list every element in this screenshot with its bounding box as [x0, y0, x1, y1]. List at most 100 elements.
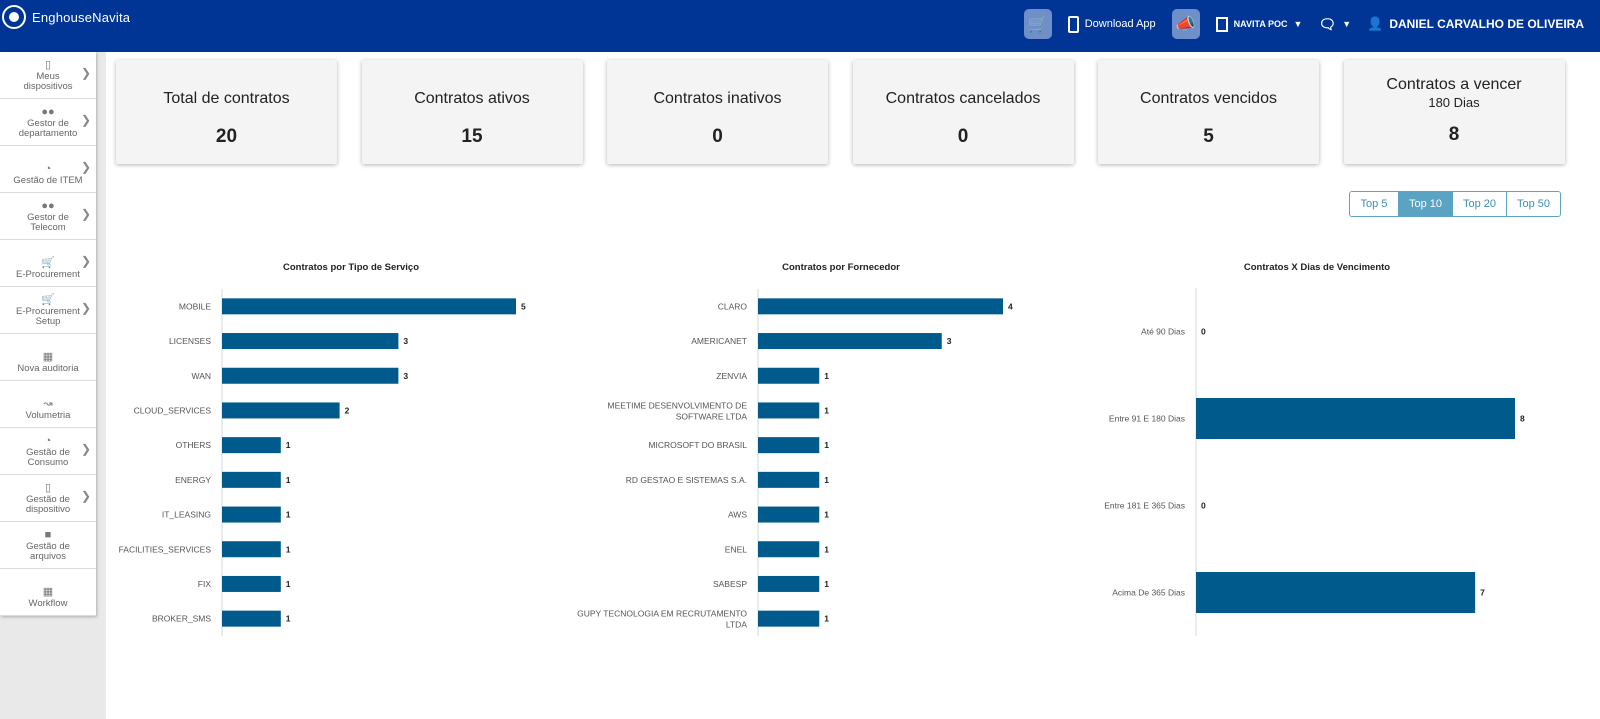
top-filter-option[interactable]: Top 10	[1398, 192, 1452, 216]
bar	[758, 575, 820, 592]
data-label: 3	[947, 336, 952, 346]
sidebar-item[interactable]: ◔ Gestão de Consumo ❯	[0, 428, 96, 475]
data-label: 5	[521, 301, 526, 311]
data-label: 1	[824, 579, 829, 589]
chevron-right-icon: ❯	[80, 254, 91, 268]
sidebar-item-label: Nova auditoria	[17, 363, 79, 374]
data-label: 1	[824, 440, 829, 450]
data-label: 1	[824, 371, 829, 381]
sidebar-item[interactable]: 🛒 E-Procurement Setup ❯	[0, 287, 96, 334]
cart-icon: 🛒	[41, 257, 55, 269]
sidebar-item[interactable]: ●● Gestor de departamento ❯	[0, 99, 96, 146]
caret-down-icon: ▼	[1293, 19, 1303, 29]
data-label: 1	[824, 405, 829, 415]
chevron-right-icon: ❯	[80, 66, 91, 80]
data-label: 1	[824, 544, 829, 554]
phone-icon	[1067, 15, 1079, 33]
sidebar-item[interactable]: ■ Gestão de arquivos	[0, 522, 96, 569]
bar	[758, 402, 820, 419]
data-label: 1	[824, 475, 829, 485]
data-label: 1	[824, 510, 829, 520]
brand-name: EnghouseNavita	[32, 9, 131, 25]
bar	[758, 471, 820, 488]
data-label: 3	[403, 336, 408, 346]
download-app-link[interactable]: Download App	[1067, 15, 1156, 33]
sidebar-item[interactable]: ↝ Volumetria	[0, 381, 96, 428]
category-label: ENERGY	[175, 475, 211, 485]
data-label: 0	[1201, 501, 1206, 511]
sidebar-item-label: Meus dispositivos	[23, 71, 73, 92]
data-label: 1	[286, 510, 291, 520]
sidebar-item[interactable]: 🛒 E-Procurement ❯	[0, 240, 96, 287]
bar	[758, 506, 820, 523]
category-label: Até 90 Dias	[1141, 327, 1185, 337]
chart-title: Contratos por Tipo de Serviço	[283, 262, 419, 273]
bar	[222, 610, 281, 627]
data-label: 2	[345, 405, 350, 415]
sidebar: ▯ Meus dispositivos ❯ ●● Gestor de departame…	[0, 52, 106, 719]
top-bar: EnghouseNavita 🛒 Download App 📣 NAVITA P…	[0, 0, 1600, 52]
sidebar-item[interactable]: ◔ Gestão de ITEM ❯	[0, 146, 96, 193]
cart-gear-icon: 🛒	[41, 294, 55, 306]
category-label: OTHERS	[176, 440, 212, 450]
cart-icon[interactable]: 🛒	[1023, 9, 1052, 39]
sidebar-item[interactable]: ●● Gestor de Telecom ❯	[0, 193, 96, 240]
download-app-label: Download App	[1084, 18, 1156, 30]
data-label: 0	[1201, 327, 1206, 337]
pie-icon: ◔	[44, 163, 52, 175]
bar	[758, 437, 820, 454]
org-dropdown[interactable]: NAVITA POC ▼	[1215, 16, 1303, 32]
category-label: MOBILE	[179, 301, 211, 311]
table-search-icon: ▦	[42, 351, 54, 363]
bar	[222, 471, 281, 488]
card-value: 20	[215, 126, 238, 147]
top-filter-option[interactable]: Top 50	[1506, 192, 1560, 216]
chevron-right-icon: ❯	[80, 207, 91, 221]
chat-dropdown[interactable]: 🗨 ▼	[1318, 16, 1351, 33]
data-label: 1	[286, 440, 291, 450]
megaphone-icon[interactable]: 📣	[1171, 9, 1200, 39]
category-label: MEETIME DESENVOLVIMENTO DE SOFTWARE LTDA	[608, 400, 748, 421]
category-label: AWS	[728, 510, 747, 520]
bar	[1196, 398, 1515, 439]
sidebar-item-label: Volumetria	[25, 410, 71, 421]
category-label: FIX	[198, 579, 212, 589]
top-filter-option[interactable]: Top 20	[1452, 192, 1506, 216]
sidebar-item[interactable]: ▯ Meus dispositivos ❯	[0, 52, 96, 99]
sidebar-item[interactable]: ▦ Workflow	[0, 569, 96, 616]
bar	[758, 333, 942, 350]
card-title: Contratos inativos	[653, 90, 782, 107]
card-value: 5	[1203, 126, 1214, 147]
data-label: 8	[1520, 414, 1525, 424]
brand-logo[interactable]: EnghouseNavita	[0, 0, 130, 34]
pie-icon: ◔	[44, 435, 52, 447]
bar	[758, 541, 820, 558]
sidebar-item-label: Workflow	[28, 598, 68, 609]
sidebar-item-label: Gestor de Telecom	[27, 212, 69, 233]
card-title: Contratos a vencer	[1386, 76, 1522, 93]
chevron-right-icon: ❯	[80, 442, 91, 456]
sidebar-item[interactable]: ▦ Nova auditoria	[0, 334, 96, 381]
summary-card: Contratos vencidos 5	[1098, 60, 1319, 164]
users-icon: ●●	[41, 200, 55, 212]
eye-logo-icon	[2, 5, 26, 29]
category-label: AMERICANET	[691, 336, 747, 346]
bar	[222, 437, 281, 454]
card-value: 8	[1448, 124, 1460, 145]
user-menu[interactable]: 👤 DANIEL CARVALHO DE OLIVEIRA	[1367, 16, 1584, 32]
phone-icon: ▯	[44, 59, 52, 71]
category-label: WAN	[191, 371, 211, 381]
sidebar-item-label: Gestão de ITEM	[13, 175, 83, 186]
bar	[758, 610, 820, 627]
chart-title: Contratos X Dias de Vencimento	[1244, 262, 1390, 273]
category-label: Entre 91 E 180 Dias	[1109, 414, 1185, 424]
bar	[1196, 572, 1476, 613]
top-filter-option[interactable]: Top 5	[1350, 192, 1398, 216]
data-label: 1	[286, 614, 291, 624]
user-icon: 👤	[1367, 16, 1384, 31]
sidebar-item[interactable]: ▯ Gestão de dispositivo ❯	[0, 475, 96, 522]
bar	[758, 298, 1003, 315]
bar	[222, 541, 281, 558]
chevron-right-icon: ❯	[80, 301, 91, 315]
category-label: Entre 181 E 365 Dias	[1104, 501, 1185, 511]
